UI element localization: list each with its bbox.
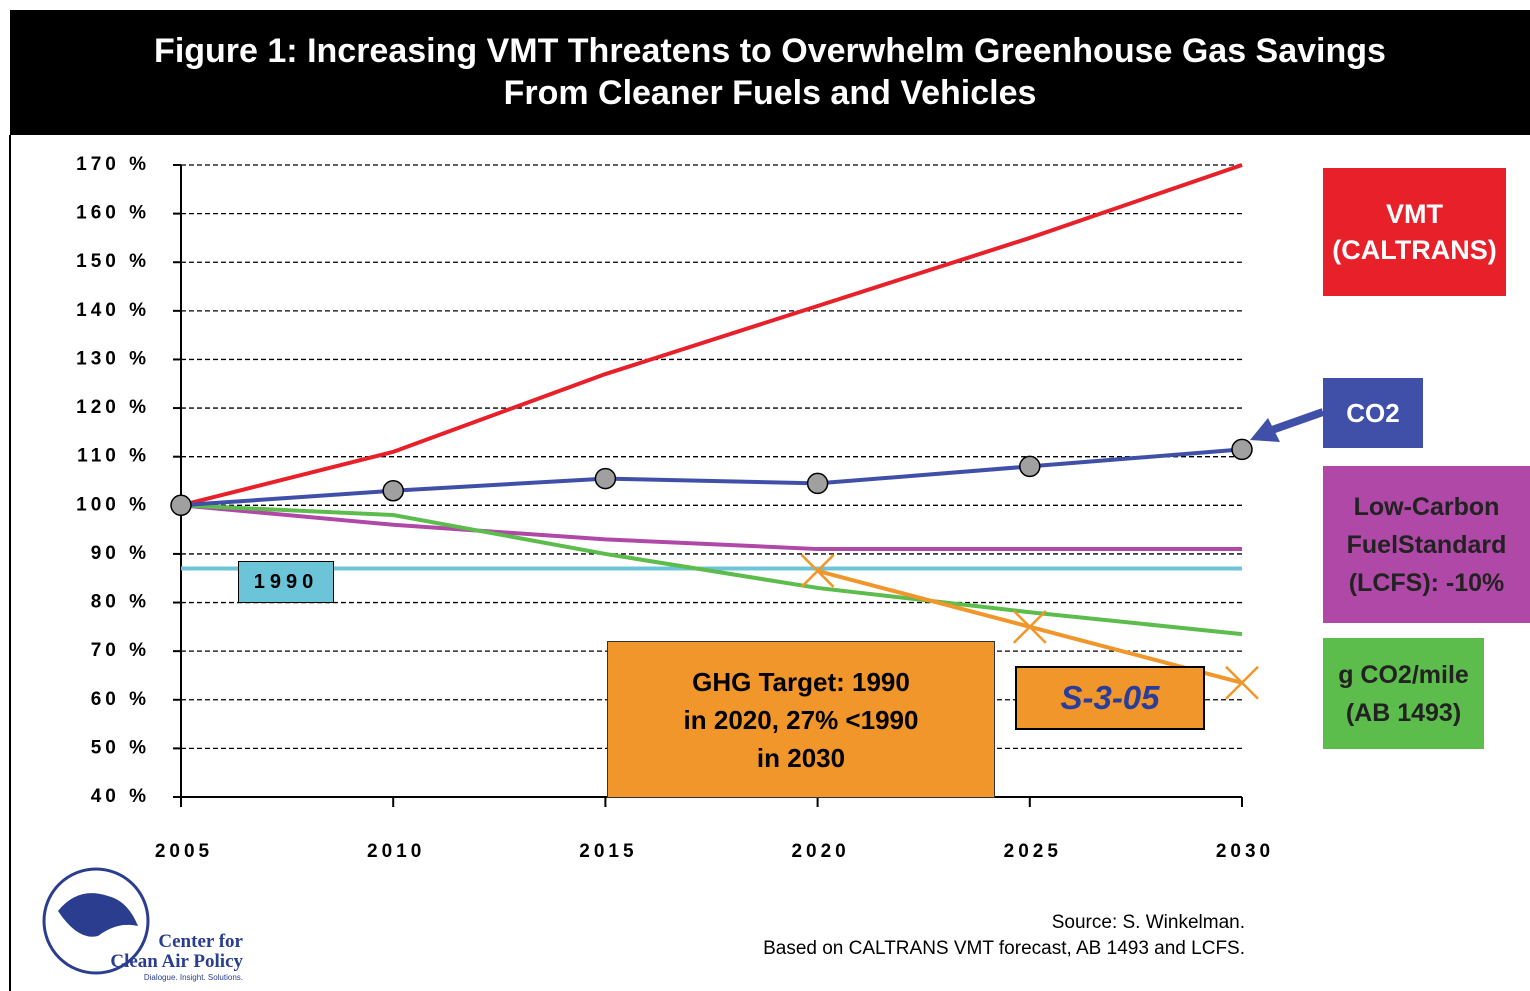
point-marker [382, 479, 404, 502]
x-tick-label: 2025 [1004, 841, 1062, 862]
chart-title: Figure 1: Increasing VMT Threatens to Ov… [154, 32, 1386, 70]
x-tick-label: 2005 [155, 841, 213, 862]
chart-subtitle: From Cleaner Fuels and Vehicles [503, 74, 1037, 112]
y-tick-label: 120 % [76, 397, 150, 418]
y-tick-label: 50 % [91, 737, 150, 758]
x-tick-label: 2020 [791, 841, 849, 862]
y-tick-label: 80 % [91, 592, 150, 613]
source-note: Source: S. Winkelman. Based on CALTRANS … [763, 910, 1245, 962]
legend-box: S-3-05 [1015, 666, 1205, 730]
legend-box: VMT (CALTRANS) [1323, 168, 1506, 296]
point-marker [170, 494, 192, 517]
point-marker [806, 472, 829, 495]
y-tick-label: 70 % [91, 640, 150, 661]
legend-box: CO2 [1323, 378, 1423, 448]
y-tick-label: 100 % [76, 494, 150, 515]
logo-line: Center for [158, 931, 243, 952]
logo-globe [42, 867, 150, 975]
y-tick-label: 90 % [91, 543, 150, 564]
y-tick-label: 160 % [76, 203, 150, 224]
title-bar: Figure 1: Increasing VMT Threatens to Ov… [10, 10, 1530, 135]
y-tick-label: 130 % [76, 348, 150, 369]
reference-label: 1990 [238, 561, 334, 603]
series-line [180, 503, 1242, 552]
point-marker [594, 467, 617, 490]
logo-tagline: Dialogue. Insight. Solutions. [143, 973, 243, 982]
y-tick-label: 140 % [76, 300, 150, 321]
series-line [180, 163, 1243, 508]
series-line [180, 503, 1243, 637]
y-tick-label: 60 % [91, 689, 150, 710]
y-tick-label: 110 % [77, 446, 150, 467]
point-marker [1012, 609, 1047, 644]
point-marker [800, 554, 835, 588]
legend-arrow [1270, 408, 1325, 434]
ghg-target-box: GHG Target: 1990 in 2020, 27% <1990 in 2… [607, 641, 995, 798]
logo-line: Clean Air Policy [110, 951, 243, 972]
source-line: Based on CALTRANS VMT forecast, AB 1493 … [763, 938, 1245, 959]
legend-arrowhead [1250, 418, 1280, 442]
series-line [180, 447, 1243, 508]
logo-text: Center for Clean Air Policy Dialogue. In… [110, 932, 243, 984]
y-tick-label: 150 % [76, 251, 150, 272]
y-tick-label: 40 % [91, 786, 150, 807]
frame-left [9, 135, 11, 991]
x-tick-label: 2010 [367, 841, 425, 862]
point-marker [1019, 455, 1041, 478]
x-tick-label: 2015 [579, 841, 637, 862]
point-marker [1231, 438, 1253, 461]
logo: Center for Clean Air Policy Dialogue. In… [38, 866, 243, 988]
legend-box: g CO2/mile (AB 1493) [1323, 638, 1484, 749]
y-tick-label: 170 % [76, 154, 150, 175]
legend-box: Low-Carbon FuelStandard (LCFS): -10% [1323, 466, 1530, 623]
source-line: Source: S. Winkelman. [1051, 912, 1245, 933]
point-marker [1225, 665, 1259, 700]
x-tick-label: 2030 [1216, 841, 1274, 862]
